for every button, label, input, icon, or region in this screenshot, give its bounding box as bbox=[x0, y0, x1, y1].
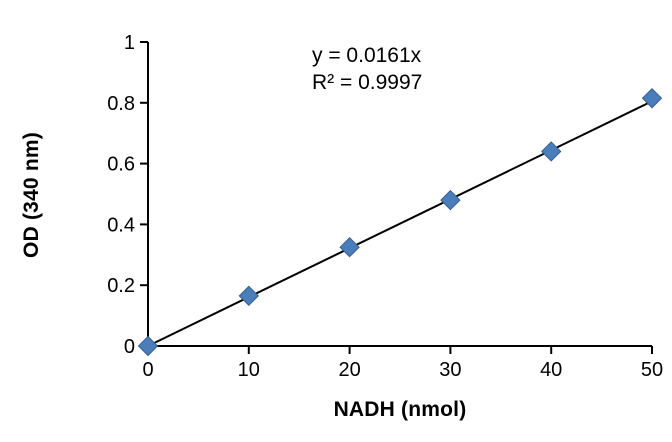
y-axis-label: OD (340 nm) bbox=[20, 132, 43, 258]
x-tick-label: 30 bbox=[439, 359, 461, 381]
y-tick-label: 0.6 bbox=[107, 154, 135, 176]
trendline-equation: y = 0.0161x bbox=[312, 44, 422, 67]
data-point-marker bbox=[137, 335, 159, 357]
data-point-marker bbox=[540, 141, 562, 162]
data-point-marker bbox=[641, 88, 663, 109]
r-squared-value: R² = 0.9997 bbox=[312, 71, 423, 94]
x-tick-label: 50 bbox=[641, 359, 663, 381]
y-tick-label: 0.8 bbox=[107, 93, 135, 115]
x-tick-label: 20 bbox=[338, 359, 360, 381]
y-tick-label: 1 bbox=[124, 32, 135, 54]
y-tick-label: 0.4 bbox=[107, 214, 135, 236]
x-tick-label: 10 bbox=[238, 359, 260, 381]
y-tick-label: 0.2 bbox=[107, 275, 135, 297]
trendline-annotation: y = 0.0161x R² = 0.9997 bbox=[312, 42, 422, 96]
data-point-marker bbox=[339, 236, 360, 258]
data-point-marker bbox=[440, 189, 461, 211]
trendline bbox=[147, 100, 653, 347]
data-point-marker bbox=[238, 285, 260, 307]
x-axis-label: NADH (nmol) bbox=[333, 398, 467, 421]
x-tick-label: 40 bbox=[540, 359, 562, 381]
x-tick-label: 0 bbox=[142, 359, 153, 381]
y-tick-label: 0 bbox=[124, 336, 135, 358]
